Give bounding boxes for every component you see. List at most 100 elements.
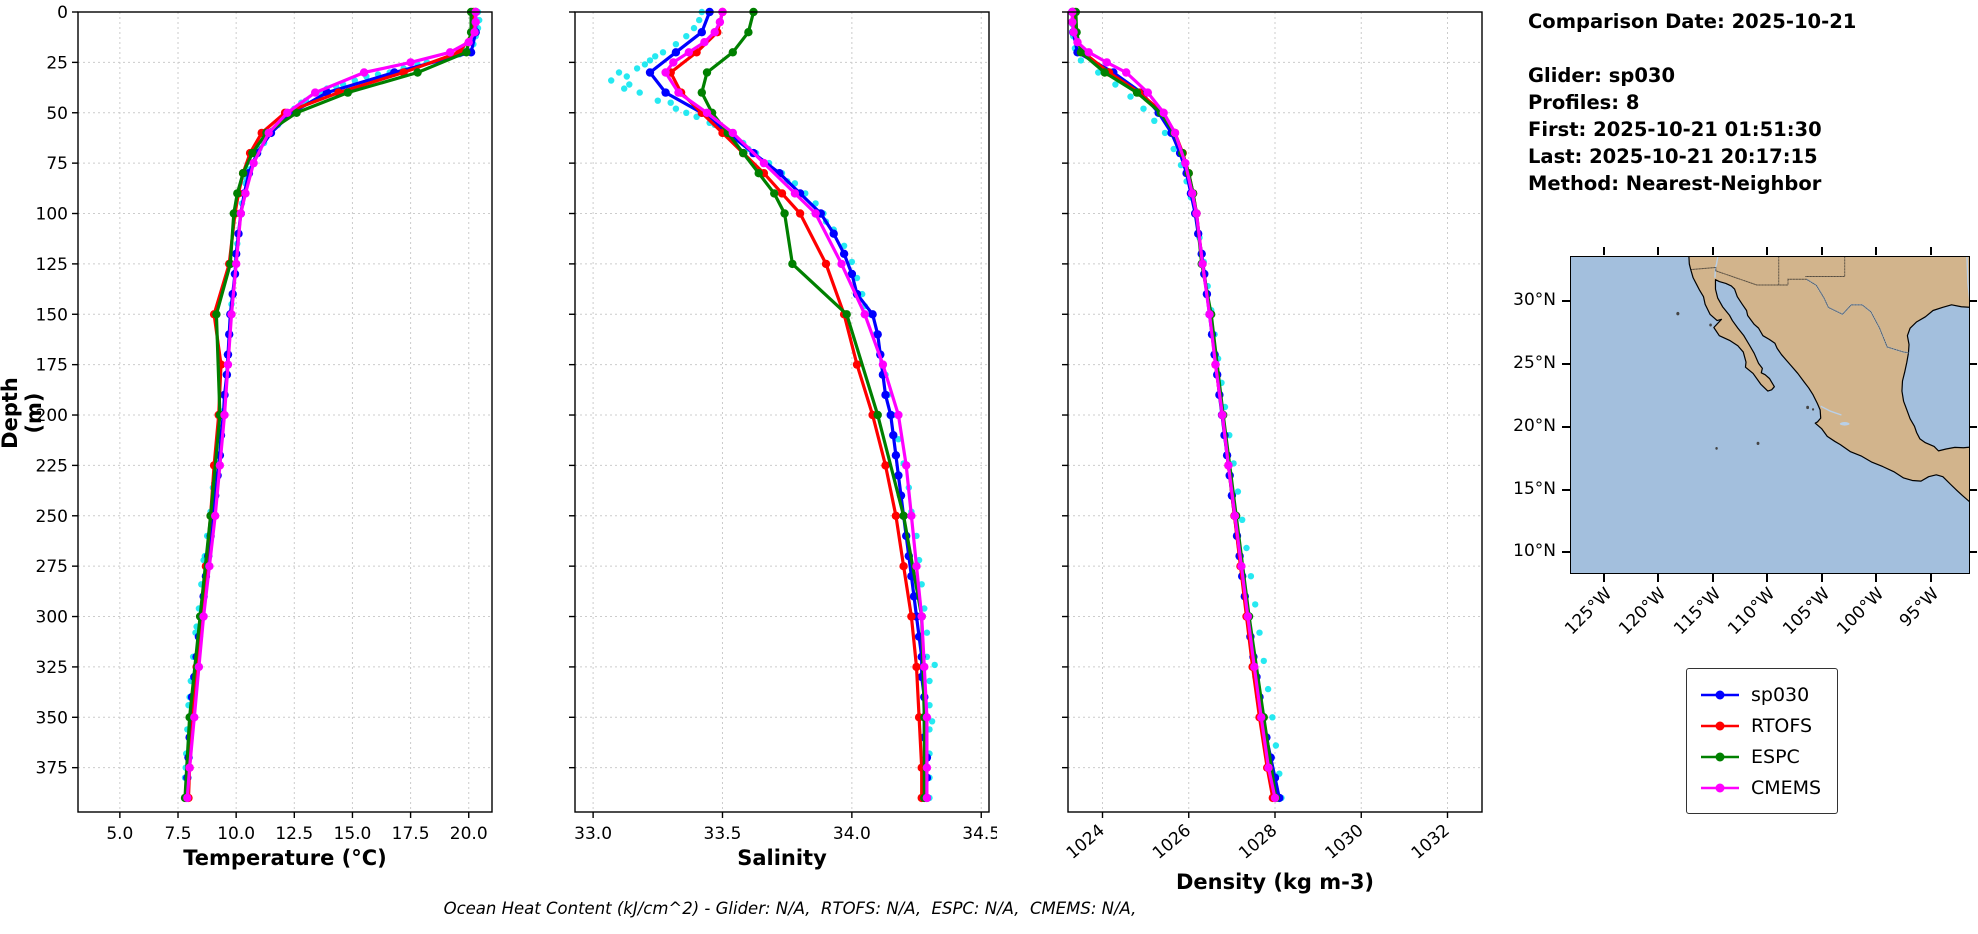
first-profile-line: First: 2025-10-21 01:51:30 [1528,118,1822,141]
glider-raw-point [626,81,633,88]
legend-label: ESPC [1751,745,1800,768]
glider-raw-point [853,274,861,282]
map-lat-tick [1562,551,1570,554]
x-tick-label: 20.0 [450,824,488,844]
x-tick-label: 12.5 [275,824,313,844]
legend-line-sample [1701,752,1739,761]
glider-raw-point [683,33,690,40]
glider-raw-point [1170,145,1177,153]
glider-raw-point [895,436,902,443]
map-lon-tick-label: 100°W [1833,584,1889,639]
glider-raw-point [1077,57,1085,64]
legend-line-sample [1701,690,1739,699]
glider-raw-point [931,661,938,669]
glider-raw-point [1243,544,1250,552]
glider-raw-point [633,65,641,72]
glider-line: Glider: sp030 [1528,64,1676,87]
map-land [1689,257,1969,503]
y-tick-label: 325 [36,658,68,678]
us-state-borders [1779,257,1845,285]
glider-raw-point [608,77,615,84]
x-tick-label: 1028 [1235,821,1281,864]
glider-raw-point [621,85,628,92]
legend-items: sp030 RTOFS ESPC CMEMS [1699,679,1821,803]
glider-raw-point [696,16,703,24]
glider-raw-point [667,99,674,106]
glider-raw-point [1269,714,1276,721]
glider-raw-point [652,53,659,60]
map-lat-tick [1969,425,1977,428]
glider-raw-point [1239,516,1246,523]
glider-raw-point [1127,93,1134,100]
glider-raw-point [672,105,680,112]
method-line: Method: Nearest-Neighbor [1528,172,1822,195]
y-tick-label: 275 [36,557,68,577]
glider-raw-point [921,605,928,612]
map-lon-tick [1766,247,1769,255]
glider-raw-point [615,69,623,76]
legend-label: RTOFS [1751,714,1813,737]
glider-raw-point [690,24,698,32]
map-lat-tick [1969,551,1977,554]
glider-raw-point [1095,69,1102,76]
y-tick-label: 75 [46,154,68,174]
glider-raw-point [636,89,643,96]
glider-raw-point [654,97,661,104]
legend-item-rtofs: RTOFS [1699,710,1821,741]
x-tick-label: 34.5 [962,824,997,844]
temperature-plot-host: 5.0 7.5 10.0 12.5 15.0 17.5 20.0 0 25 50 75 100 125 1… [18,3,500,894]
x-tick-label: 7.5 [164,824,191,844]
salinity-plot: 33.0 33.5 34.0 34.5 [569,7,1000,844]
y-tick-label: 350 [36,708,68,728]
map-lon-tick [1602,574,1605,582]
x-tick-label: 33.0 [574,824,612,844]
comparison-date-line: Comparison Date: 2025-10-21 [1528,10,1857,33]
y-tick-label: 50 [46,104,68,124]
map-lon-tick-label: 125°W [1560,584,1616,639]
x-tick-label: 34.0 [833,824,871,844]
us-mexico-border [1691,267,1909,352]
map-lon-tick [1657,574,1660,582]
glider-raw-point [351,77,358,84]
glider-raw-point [659,49,667,56]
map-lat-tick [1969,488,1977,491]
ESPC-line [700,11,926,798]
glider-raw-point [1161,129,1169,137]
glider-raw-point [646,57,654,64]
map-svg [1571,257,1969,573]
glider-raw-point [683,109,690,117]
glider-raw-point [1252,601,1259,608]
glider-raw-point [1260,657,1267,665]
glider-raw-point [848,258,856,266]
glider-raw-point [693,113,700,121]
map-lon-tick [1766,574,1769,582]
islands [1676,311,1815,450]
info-panel: Comparison Date: 2025-10-21 Glider: sp03… [1528,8,1856,197]
glider-raw-point [672,41,680,48]
y-tick-label: 25 [46,53,68,73]
y-tick-label: 125 [36,255,68,275]
y-tick-label: 250 [36,507,68,527]
x-tick-label: 1026 [1149,821,1195,864]
glider-raw-point [623,73,630,80]
map-lat-tick-label: 25°N [1513,352,1556,373]
x-tick-label: 5.0 [106,824,133,844]
map-lon-tick [1602,247,1605,255]
x-tick-label: 15.0 [334,824,372,844]
map-lat-tick [1562,299,1570,302]
map-lat-tick [1969,362,1977,365]
x-tick-label: 1024 [1063,821,1109,864]
legend-label: sp030 [1751,683,1810,706]
map-lon-tick-label: 105°W [1779,584,1835,639]
glider-raw-point [1256,629,1263,636]
glider-raw-point [1272,742,1280,749]
glider-raw-point [1234,488,1242,495]
glider-raw-point [641,61,649,68]
profiles-line: Profiles: 8 [1528,91,1640,114]
salinity-axis-label: Salinity [737,846,827,870]
map-lat-tick [1562,425,1570,428]
map-lat-tick-label: 20°N [1513,415,1556,436]
last-profile-line: Last: 2025-10-21 20:17:15 [1528,145,1818,168]
legend-line-sample [1701,721,1739,730]
